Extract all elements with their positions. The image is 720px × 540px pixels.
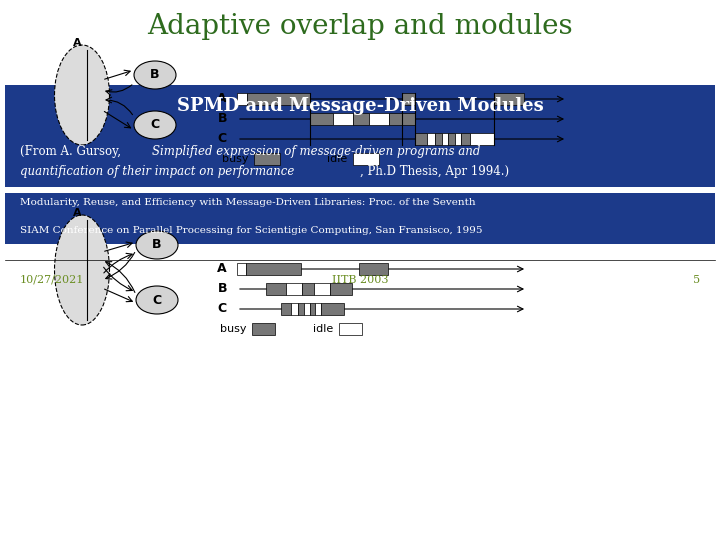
Bar	[448, 133, 455, 145]
Text: idle: idle	[313, 324, 333, 334]
Text: quantification of their impact on performance: quantification of their impact on perfor…	[20, 165, 294, 178]
Bar	[415, 133, 427, 145]
Bar	[441, 133, 448, 145]
Text: A: A	[217, 92, 227, 105]
Bar	[298, 303, 304, 315]
Bar	[251, 323, 275, 335]
Text: SIAM Conference on Parallel Processing for Scientigie Computing, San Fransisco, : SIAM Conference on Parallel Processing f…	[20, 226, 482, 235]
Text: A: A	[73, 208, 81, 218]
Bar	[353, 153, 379, 165]
Bar	[266, 283, 287, 295]
Bar	[314, 283, 330, 295]
Bar	[5, 193, 715, 244]
Bar	[281, 303, 291, 315]
Bar	[315, 303, 321, 315]
Bar	[402, 93, 415, 105]
Bar	[291, 303, 298, 315]
Bar	[5, 85, 715, 187]
Text: Simplified expression of message-driven programs and: Simplified expression of message-driven …	[152, 145, 480, 158]
Bar	[253, 153, 280, 165]
Ellipse shape	[136, 231, 178, 259]
Bar	[237, 263, 246, 275]
Bar	[359, 263, 388, 275]
Bar	[338, 323, 361, 335]
Bar	[462, 133, 469, 145]
Text: , Ph.D Thesis, Apr 1994.): , Ph.D Thesis, Apr 1994.)	[360, 165, 509, 178]
Text: B: B	[152, 239, 162, 252]
Bar	[302, 283, 314, 295]
Text: 5: 5	[693, 275, 700, 285]
Text: C: C	[218, 132, 227, 145]
Ellipse shape	[134, 61, 176, 89]
Bar	[304, 303, 310, 315]
Text: C: C	[150, 118, 160, 132]
Bar	[237, 93, 247, 105]
Bar	[330, 283, 351, 295]
Bar	[246, 263, 301, 275]
Bar	[427, 133, 435, 145]
Text: 10/27/2021: 10/27/2021	[20, 275, 84, 285]
Text: busy: busy	[220, 324, 246, 334]
Bar	[310, 303, 315, 315]
Text: B: B	[150, 69, 160, 82]
Bar	[353, 113, 369, 125]
Ellipse shape	[55, 215, 109, 325]
Bar	[247, 93, 310, 105]
Text: C: C	[153, 294, 161, 307]
Text: idle: idle	[328, 154, 348, 164]
Text: B: B	[217, 282, 227, 295]
Ellipse shape	[136, 286, 178, 314]
Bar	[287, 283, 302, 295]
Bar	[321, 303, 344, 315]
Bar	[333, 113, 353, 125]
Ellipse shape	[55, 45, 109, 145]
Text: Adaptive overlap and modules: Adaptive overlap and modules	[147, 13, 573, 40]
Ellipse shape	[134, 111, 176, 139]
Bar	[369, 113, 389, 125]
Bar	[389, 113, 415, 125]
Bar	[495, 93, 524, 105]
Text: B: B	[217, 112, 227, 125]
Text: A: A	[217, 262, 227, 275]
Text: busy: busy	[222, 154, 248, 164]
Text: (From A. Gursoy,: (From A. Gursoy,	[20, 145, 125, 158]
Text: SPMD and Message-Driven Modules: SPMD and Message-Driven Modules	[176, 97, 544, 115]
Text: Modularity, Reuse, and Efficiency with Message-Driven Libraries: Proc. of the Se: Modularity, Reuse, and Efficiency with M…	[20, 198, 476, 207]
Bar	[310, 113, 333, 125]
Text: IITB 2003: IITB 2003	[332, 275, 388, 285]
Bar	[435, 133, 441, 145]
Bar	[469, 133, 495, 145]
Bar	[455, 133, 462, 145]
Text: C: C	[218, 302, 227, 315]
Text: A: A	[73, 38, 81, 48]
